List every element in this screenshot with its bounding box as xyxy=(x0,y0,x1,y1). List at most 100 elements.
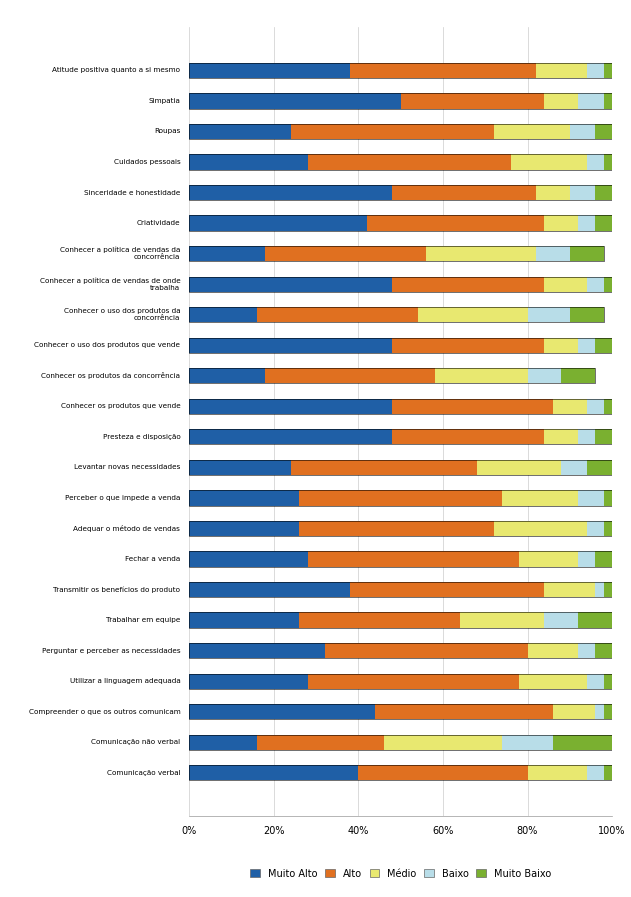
Bar xyxy=(604,491,612,506)
Bar xyxy=(189,307,257,322)
Bar xyxy=(392,185,536,200)
Bar xyxy=(545,337,578,353)
Bar xyxy=(266,368,435,383)
Bar xyxy=(477,460,562,475)
Bar xyxy=(189,765,358,780)
Bar xyxy=(587,63,604,78)
Bar xyxy=(189,674,308,689)
Bar xyxy=(189,552,612,567)
Bar xyxy=(545,276,587,292)
Bar xyxy=(189,276,392,292)
Bar xyxy=(189,337,612,353)
Bar xyxy=(570,124,595,139)
Bar xyxy=(545,613,578,628)
Bar xyxy=(587,674,604,689)
Bar xyxy=(587,521,604,536)
Bar xyxy=(189,246,604,261)
Bar xyxy=(570,246,604,261)
Bar xyxy=(189,613,612,628)
Bar xyxy=(587,765,604,780)
Bar xyxy=(189,337,392,353)
Bar xyxy=(578,430,595,445)
Bar xyxy=(553,735,612,750)
Bar xyxy=(189,735,257,750)
Bar xyxy=(604,674,612,689)
Bar xyxy=(189,582,612,597)
Bar xyxy=(426,246,536,261)
Bar xyxy=(493,521,587,536)
Bar xyxy=(189,552,308,567)
Bar xyxy=(257,307,418,322)
Bar xyxy=(536,185,570,200)
Bar xyxy=(604,521,612,536)
Bar xyxy=(299,491,502,506)
Bar xyxy=(189,674,612,689)
Bar xyxy=(604,704,612,719)
Bar xyxy=(291,124,493,139)
Bar xyxy=(367,215,545,231)
Bar xyxy=(401,93,545,109)
Bar xyxy=(189,704,612,719)
Bar xyxy=(595,124,612,139)
Bar xyxy=(189,63,350,78)
Bar xyxy=(392,276,545,292)
Bar xyxy=(528,765,587,780)
Bar xyxy=(536,63,587,78)
Bar xyxy=(392,337,545,353)
Bar xyxy=(189,491,612,506)
Bar xyxy=(528,643,578,658)
Bar xyxy=(384,735,502,750)
Bar xyxy=(189,643,612,658)
Bar xyxy=(595,185,612,200)
Bar xyxy=(189,460,291,475)
Bar xyxy=(595,552,612,567)
Bar xyxy=(595,430,612,445)
Bar xyxy=(493,124,570,139)
Bar xyxy=(189,368,266,383)
Bar xyxy=(189,215,612,231)
Bar xyxy=(553,704,595,719)
Bar xyxy=(519,674,587,689)
Bar xyxy=(189,491,299,506)
Bar xyxy=(578,93,604,109)
Bar xyxy=(189,765,612,780)
Bar xyxy=(578,552,595,567)
Bar xyxy=(545,430,578,445)
Bar xyxy=(578,643,595,658)
Bar xyxy=(595,643,612,658)
Bar xyxy=(528,307,570,322)
Bar xyxy=(595,582,604,597)
Bar xyxy=(528,368,562,383)
Bar xyxy=(375,704,553,719)
Bar xyxy=(578,337,595,353)
Bar xyxy=(189,246,266,261)
Bar xyxy=(189,398,392,414)
Bar xyxy=(604,582,612,597)
Bar xyxy=(595,704,604,719)
Bar xyxy=(587,154,604,170)
Bar xyxy=(519,552,578,567)
Bar xyxy=(435,368,528,383)
Bar xyxy=(189,430,392,445)
Bar xyxy=(604,154,612,170)
Bar xyxy=(266,246,426,261)
Bar xyxy=(189,521,612,536)
Bar xyxy=(189,154,308,170)
Bar xyxy=(189,154,612,170)
Bar xyxy=(562,460,587,475)
Bar xyxy=(189,63,612,78)
Bar xyxy=(308,674,519,689)
Bar xyxy=(604,93,612,109)
Bar xyxy=(392,398,553,414)
Bar xyxy=(189,368,595,383)
Bar xyxy=(308,552,519,567)
Bar xyxy=(299,613,460,628)
Bar xyxy=(392,430,545,445)
Bar xyxy=(189,613,299,628)
Bar xyxy=(595,337,612,353)
Bar xyxy=(189,93,401,109)
Bar xyxy=(587,398,604,414)
Bar xyxy=(578,491,604,506)
Bar xyxy=(562,368,595,383)
Bar xyxy=(350,582,545,597)
